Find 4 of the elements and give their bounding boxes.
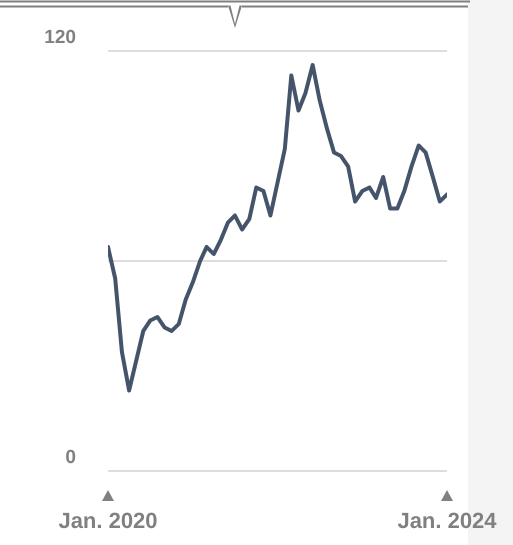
x-tick-label: Jan. 2024 [397,508,498,533]
y-tick-label: 120 [44,27,76,48]
y-tick-label: 0 [65,447,76,468]
x-tick-label: Jan. 2020 [58,508,158,533]
